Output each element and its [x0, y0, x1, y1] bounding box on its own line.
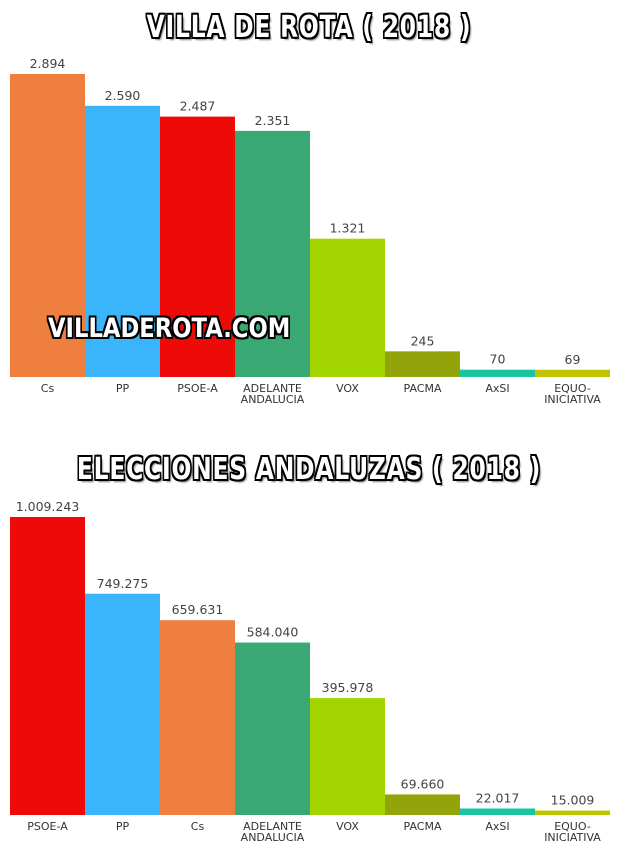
data-label: 70	[490, 352, 506, 367]
bar	[460, 369, 535, 377]
chart-title-rota: VILLA DE ROTA ( 2018 )	[146, 10, 472, 45]
data-label: 395.978	[322, 680, 374, 695]
bar	[460, 808, 535, 815]
data-label: 584.040	[247, 625, 299, 640]
category-label: Cs	[191, 820, 205, 833]
category-label: INICIATIVA	[544, 831, 601, 844]
bar	[310, 238, 385, 377]
bar	[535, 810, 610, 815]
category-label: ANDALUCIA	[241, 831, 305, 844]
chart-title-andalucia: ELECCIONES ANDALUZAS ( 2018 )	[76, 452, 542, 487]
data-label: 749.275	[97, 576, 149, 591]
category-label: ANDALUCIA	[241, 393, 305, 406]
bar	[10, 517, 85, 815]
category-label: PACMA	[404, 382, 442, 395]
bar-chart-andalucia: 1.009.243 PSOE-A 749.275 PP 659.631 Cs 584.040…	[10, 499, 610, 844]
category-label: PSOE-A	[177, 382, 218, 395]
data-label: 245	[411, 333, 435, 348]
data-label: 1.009.243	[16, 499, 80, 514]
bar	[235, 642, 310, 815]
category-label: Cs	[41, 382, 55, 395]
data-label: 2.487	[180, 99, 216, 114]
data-label: 15.009	[551, 793, 595, 808]
data-label: 1.321	[330, 221, 366, 236]
data-label: 69	[565, 352, 581, 367]
bar	[85, 593, 160, 815]
data-label: 2.590	[105, 88, 141, 103]
bar	[310, 698, 385, 815]
bar	[160, 116, 235, 378]
data-label: 22.017	[476, 790, 520, 805]
bar	[535, 369, 610, 377]
data-label: 2.894	[30, 56, 66, 71]
data-label: 69.660	[401, 776, 445, 791]
category-label: VOX	[336, 382, 359, 395]
bar	[385, 794, 460, 815]
bar	[85, 105, 160, 377]
category-label: VOX	[336, 820, 359, 833]
category-label: EQUO-	[554, 382, 591, 395]
watermark-logo: VILLADEROTA.COM	[48, 313, 291, 344]
data-label: 659.631	[172, 602, 224, 617]
category-label: INICIATIVA	[544, 393, 601, 406]
category-label: AxSI	[485, 382, 509, 395]
category-label: PP	[116, 382, 130, 395]
category-label: PSOE-A	[27, 820, 68, 833]
bar-chart-rota: 2.894 Cs 2.590 PP 2.487 PSOE-A 2.351 ADELANTEAN…	[10, 56, 610, 406]
category-label: ADELANTE	[243, 820, 302, 833]
category-label: PACMA	[404, 820, 442, 833]
category-label: PP	[116, 820, 130, 833]
bar	[160, 620, 235, 815]
data-label: 2.351	[255, 113, 291, 128]
category-label: ADELANTE	[243, 382, 302, 395]
category-label: AxSI	[485, 820, 509, 833]
bar	[385, 351, 460, 377]
bar	[235, 130, 310, 377]
category-label: EQUO-	[554, 820, 591, 833]
bar	[10, 74, 85, 377]
